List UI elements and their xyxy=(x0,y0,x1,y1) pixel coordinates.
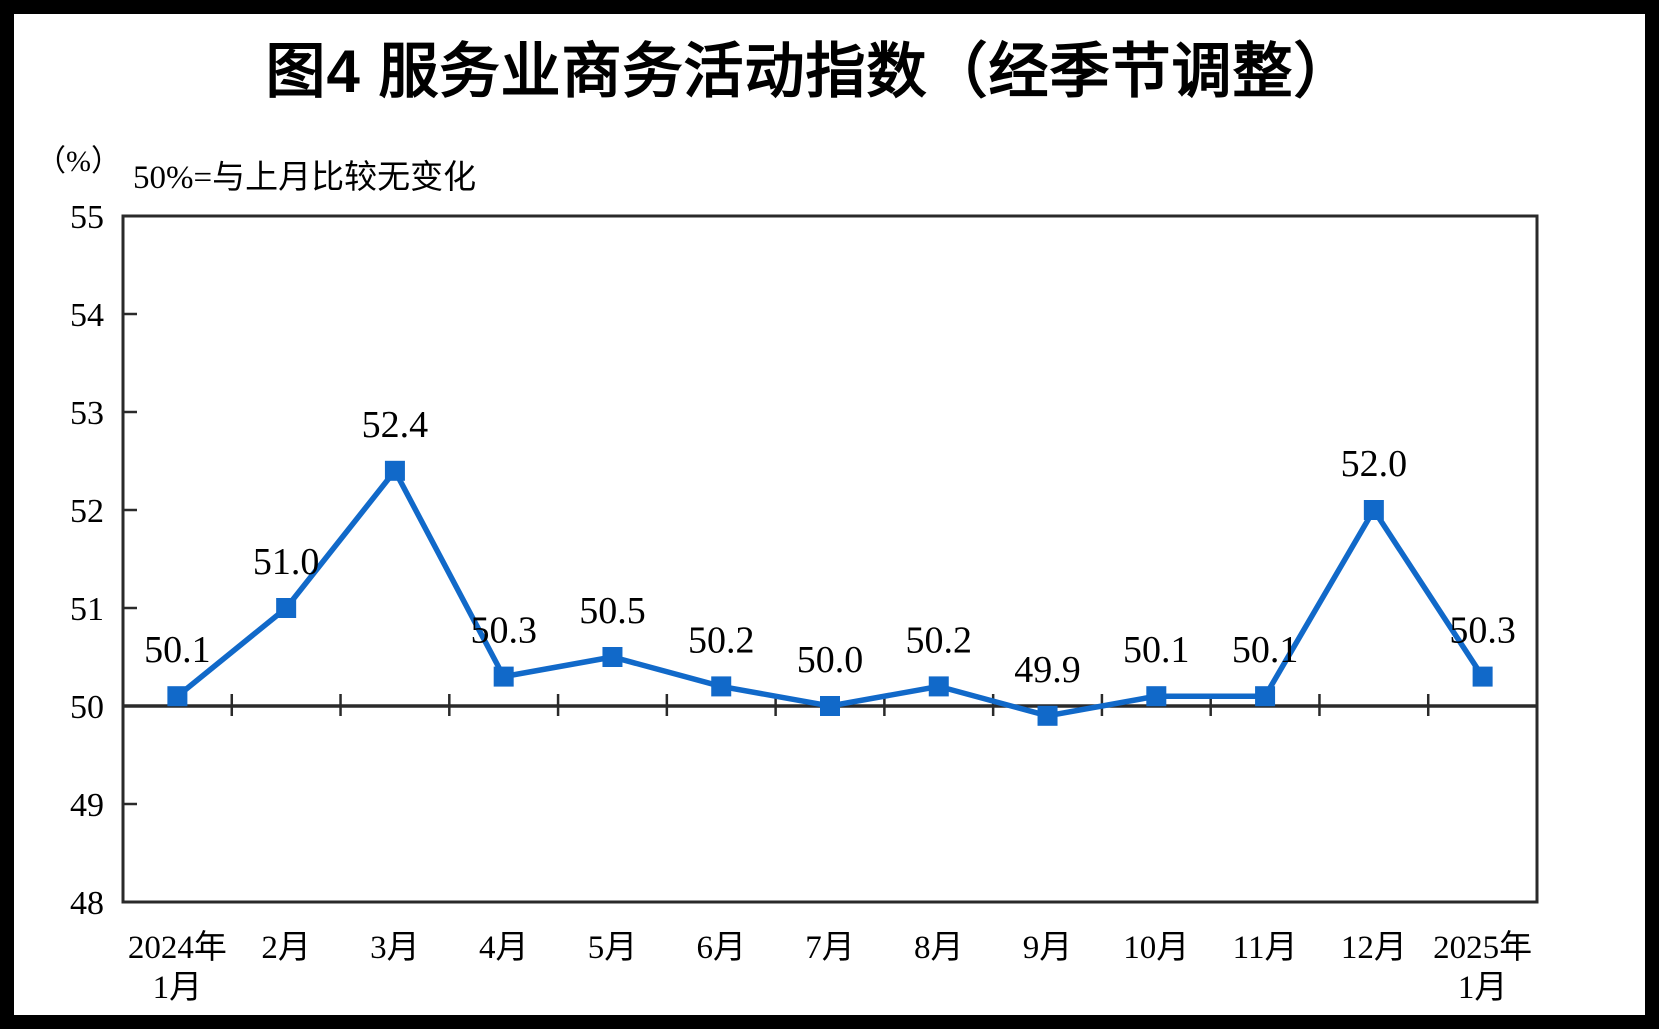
data-point-marker xyxy=(820,696,840,716)
data-point-marker xyxy=(1037,705,1058,726)
y-axis-tick-label: 48 xyxy=(70,885,104,922)
x-axis-tick-label: 10月 xyxy=(1123,930,1189,966)
data-label: 50.1 xyxy=(144,629,211,671)
x-axis-tick-label: 11月 xyxy=(1233,930,1298,966)
data-point-marker xyxy=(1146,686,1167,707)
data-label: 52.4 xyxy=(362,404,429,446)
y-axis-tick-label: 51 xyxy=(70,591,104,628)
data-label: 50.0 xyxy=(797,639,864,681)
data-point-marker xyxy=(1472,666,1493,687)
data-label: 52.0 xyxy=(1341,443,1408,485)
x-axis-tick-label: 12月 xyxy=(1341,930,1407,966)
data-label: 50.3 xyxy=(1449,610,1516,652)
data-point-marker xyxy=(1255,686,1276,707)
plot-border xyxy=(121,214,1539,904)
reference-note: 50%=与上月比较无变化 xyxy=(133,160,477,196)
y-axis-tick-label: 55 xyxy=(70,199,104,236)
x-axis-tick-label: 1月 xyxy=(153,970,203,1006)
data-point-marker xyxy=(167,686,188,707)
data-label: 49.9 xyxy=(1014,649,1081,691)
x-axis-tick-label: 5月 xyxy=(588,930,638,966)
x-axis-tick-label: 2025年 xyxy=(1433,929,1532,966)
data-point-marker xyxy=(493,666,514,687)
chart-title: 图4 服务业商务活动指数（经季节调整） xyxy=(265,38,1355,105)
x-axis-tick-label: 3月 xyxy=(370,930,420,966)
data-label: 50.3 xyxy=(470,610,537,652)
x-axis-tick-label: 4月 xyxy=(479,930,529,966)
data-label: 50.2 xyxy=(688,619,755,661)
x-axis-tick-label: 2024年 xyxy=(128,929,227,966)
y-axis-unit-label: （%） xyxy=(36,145,121,178)
y-axis-tick-label: 53 xyxy=(70,395,104,432)
x-axis-tick-label: 7月 xyxy=(805,930,855,966)
data-point-marker xyxy=(928,676,949,697)
x-axis-tick-label: 9月 xyxy=(1023,930,1073,966)
y-axis-tick-label: 54 xyxy=(70,297,104,334)
data-point-marker xyxy=(384,460,405,481)
x-axis-tick-label: 8月 xyxy=(914,930,964,966)
data-label: 50.1 xyxy=(1123,629,1190,671)
data-label: 51.0 xyxy=(253,541,320,583)
data-point-marker xyxy=(711,676,732,697)
x-axis-tick-label: 1月 xyxy=(1458,970,1508,1006)
x-axis-tick-label: 2月 xyxy=(261,930,311,966)
data-point-marker xyxy=(276,598,297,618)
y-axis-tick-label: 50 xyxy=(70,689,104,726)
data-label: 50.2 xyxy=(906,619,973,661)
data-point-marker xyxy=(602,647,623,667)
x-axis-tick-label: 6月 xyxy=(696,930,746,966)
data-label: 50.1 xyxy=(1232,629,1299,671)
y-axis-tick-label: 52 xyxy=(70,493,104,530)
data-point-marker xyxy=(1363,500,1384,520)
y-axis-tick-label: 49 xyxy=(70,787,104,824)
data-label: 50.5 xyxy=(579,590,646,632)
